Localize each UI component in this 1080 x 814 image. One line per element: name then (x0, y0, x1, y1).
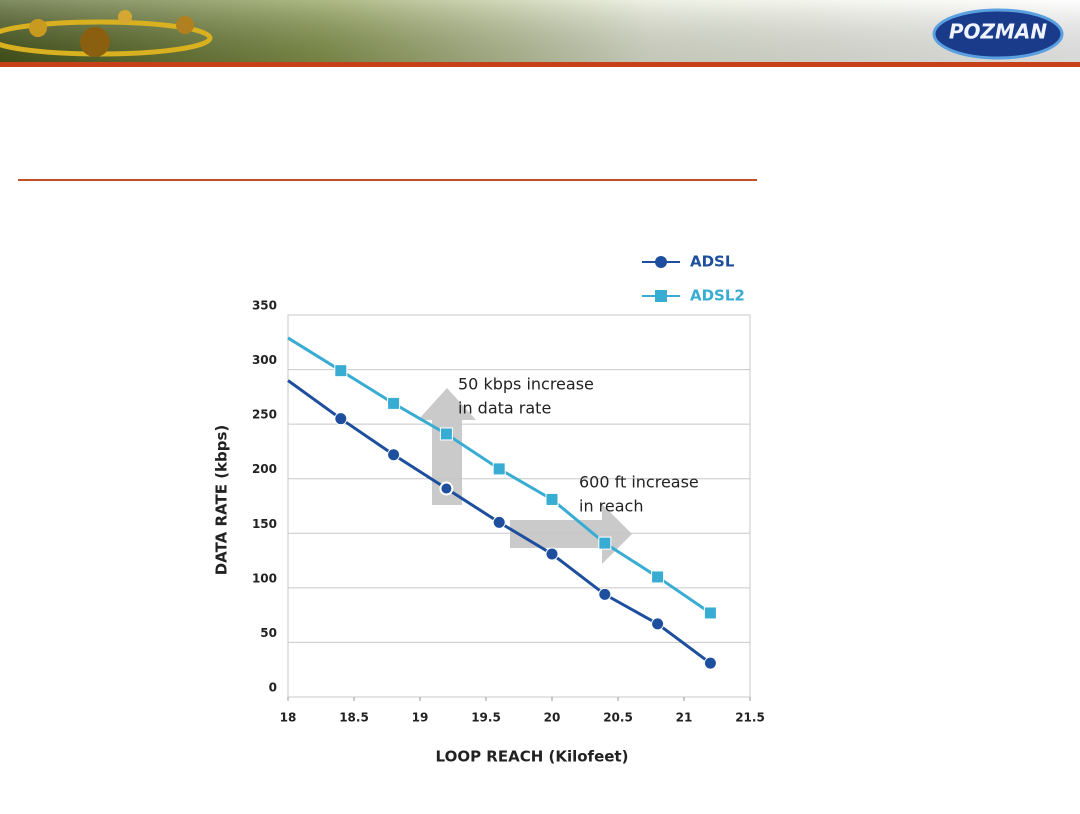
annotation-text: 600 ft increase (579, 473, 699, 492)
legend-marker (655, 290, 667, 302)
right-arrow (510, 504, 632, 564)
logo-text: POZMAN (949, 20, 1048, 44)
y-tick-label: 150 (252, 517, 277, 531)
header-decoration (0, 10, 213, 57)
point (492, 462, 506, 476)
point (651, 570, 665, 584)
x-tick-label: 18.5 (339, 711, 369, 725)
x-tick-label: 19 (412, 711, 429, 725)
y-tick-label: 50 (260, 626, 277, 640)
plot-area (287, 314, 751, 698)
x-tick-label: 21 (676, 711, 693, 725)
point (334, 412, 348, 426)
annotation-text: 50 kbps increase (458, 375, 594, 394)
y-tick-label: 100 (252, 571, 277, 585)
point (439, 481, 454, 496)
x-tick-label: 20 (544, 711, 561, 725)
y-tick-label: 0 (269, 681, 277, 695)
point (439, 427, 453, 441)
point (598, 536, 612, 550)
y-tick-label: 300 (252, 353, 277, 367)
y-axis-title: DATA RATE (kbps) (213, 425, 231, 576)
point (545, 492, 559, 506)
legend-marker (655, 256, 667, 268)
point (545, 547, 559, 561)
y-tick-label: 250 (252, 408, 277, 422)
x-tick-label: 19.5 (471, 711, 501, 725)
point (387, 396, 401, 410)
header-rule (0, 62, 1080, 67)
x-tick-label: 20.5 (603, 711, 633, 725)
up-arrow (418, 388, 476, 505)
point (334, 364, 348, 378)
legend-label: ADSL2 (690, 287, 745, 305)
point (703, 606, 717, 620)
x-tick-label: 18 (280, 711, 297, 725)
legend-label: ADSL (690, 253, 735, 271)
annotation-text: in data rate (458, 399, 551, 418)
x-tick-label: 21.5 (735, 711, 765, 725)
point (703, 656, 717, 670)
annotation-arrows (418, 388, 632, 564)
x-axis-title: LOOP REACH (Kilofeet) (436, 748, 629, 766)
point (492, 515, 506, 529)
point (598, 587, 612, 601)
y-tick-label: 200 (252, 462, 277, 476)
y-tick-label: 350 (252, 299, 277, 313)
point (387, 448, 401, 462)
logo: POZMAN (932, 8, 1064, 60)
point (651, 617, 665, 631)
annotation-text: in reach (579, 497, 643, 516)
